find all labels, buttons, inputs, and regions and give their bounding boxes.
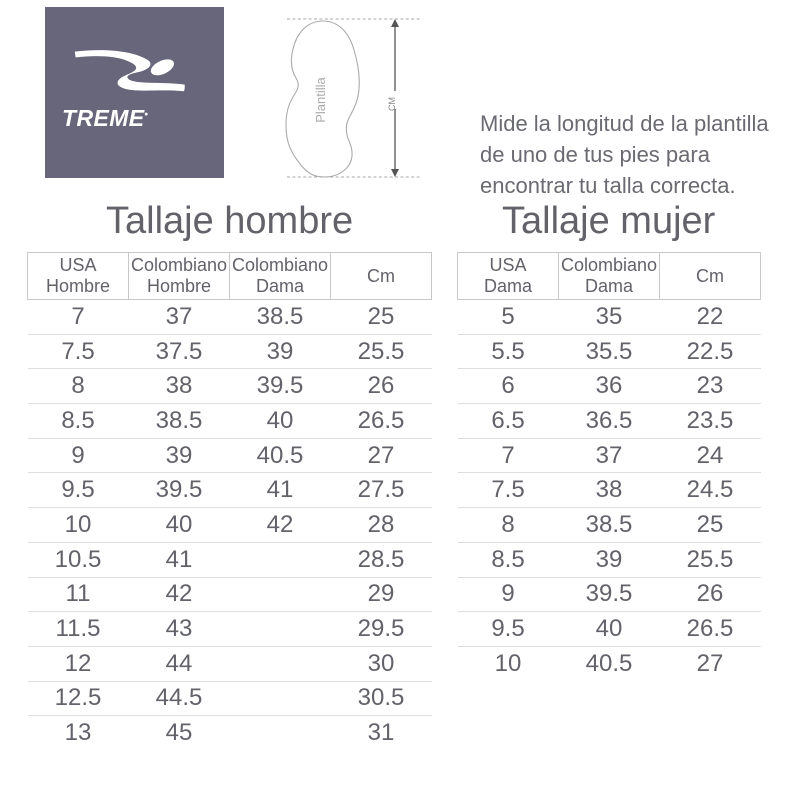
svg-text:Plantilla: Plantilla [313,76,328,122]
svg-text:CM: CM [387,97,397,111]
